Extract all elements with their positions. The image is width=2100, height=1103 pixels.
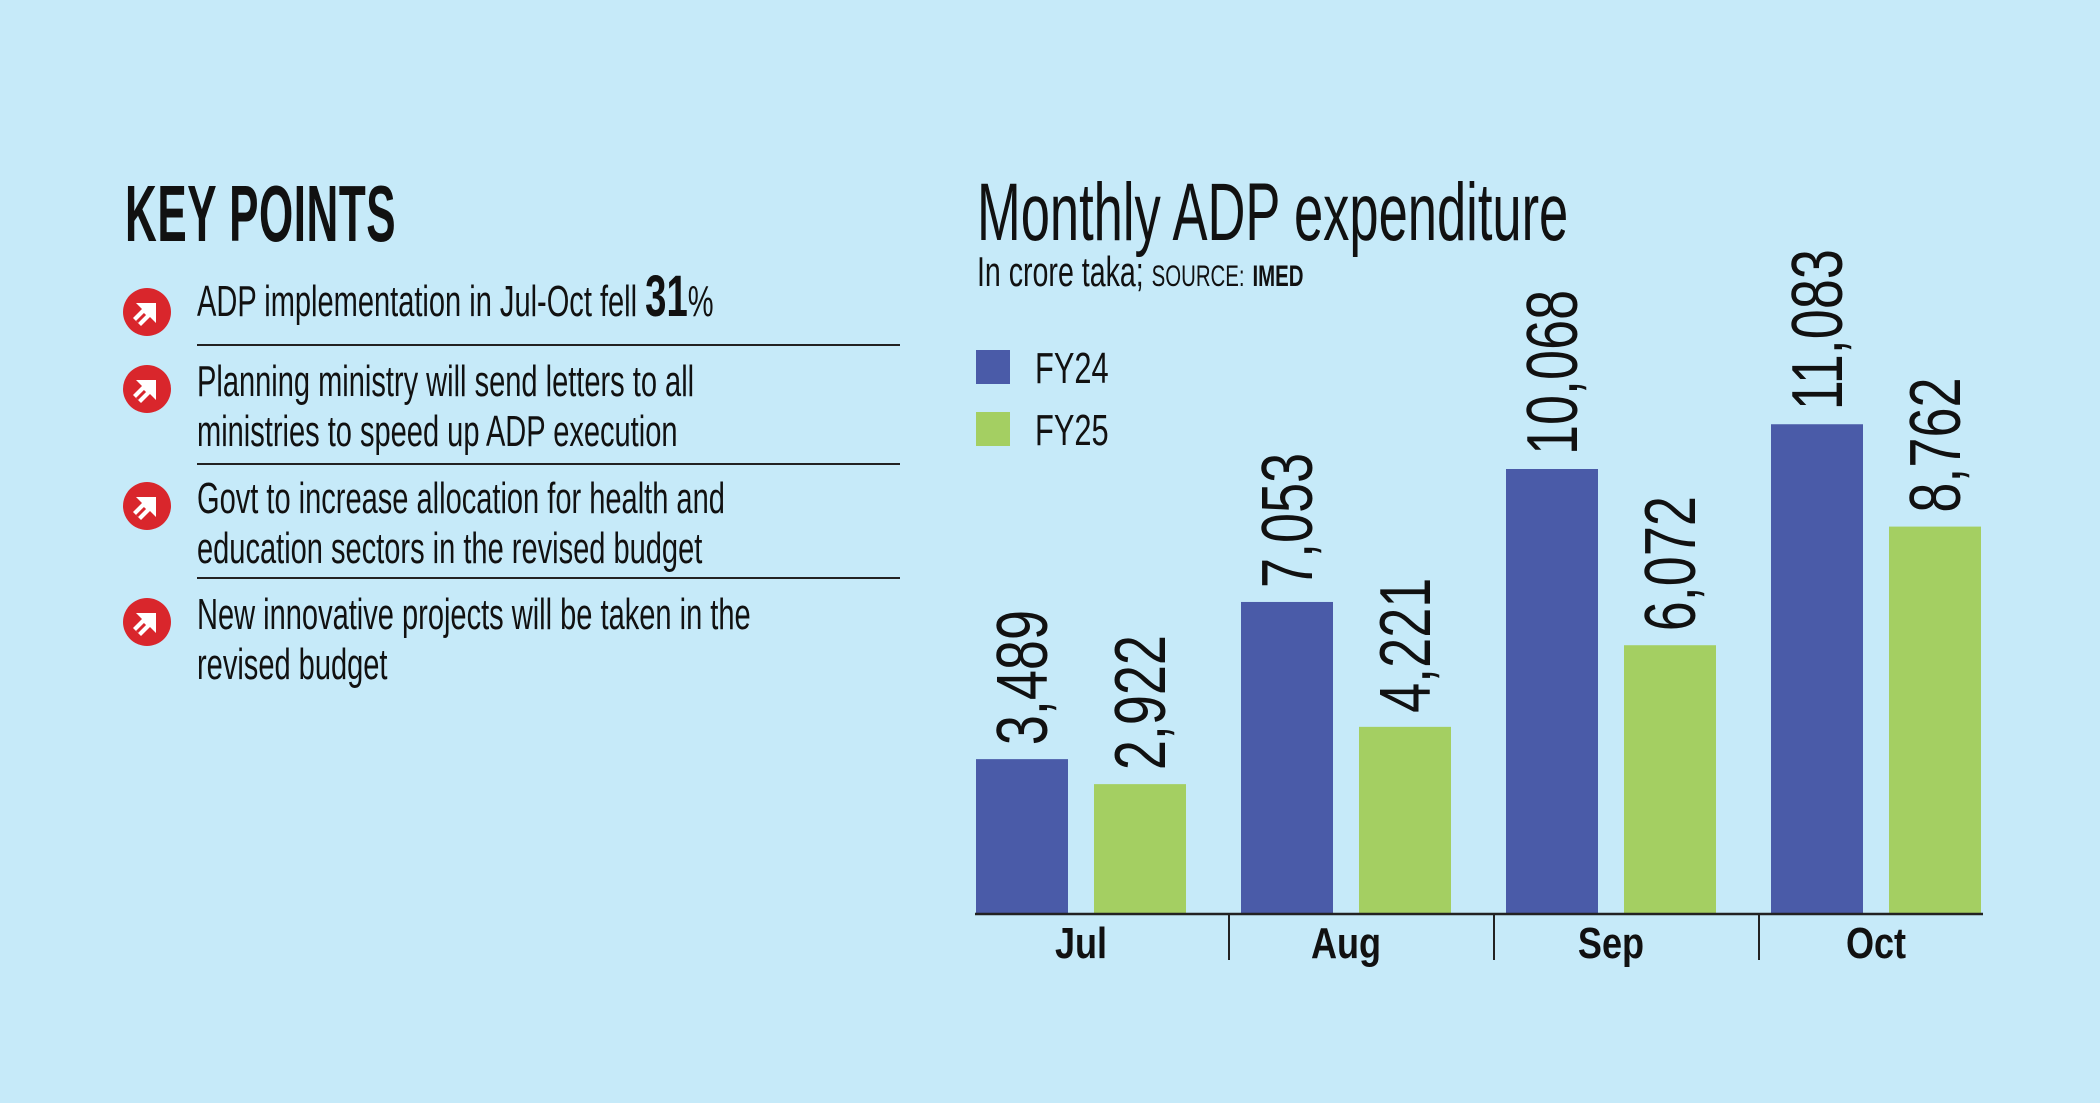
legend-label-fy24: FY24	[1035, 344, 1109, 393]
key-point-line: ministries to speed up ADP execution	[197, 407, 678, 456]
value-label: 8,762	[1896, 377, 1976, 512]
highlight-suffix: %	[687, 277, 714, 326]
chart-title: Monthly ADP expenditure	[977, 167, 1569, 258]
divider	[197, 577, 900, 579]
highlight-value: 31	[645, 264, 688, 329]
key-point-line: Planning ministry will send letters to a…	[197, 357, 695, 406]
source-label: SOURCE:	[1151, 260, 1245, 293]
x-tick-label: Oct	[1846, 919, 1906, 968]
x-tick-label: Aug	[1311, 919, 1381, 968]
bar-fy25-sep	[1624, 645, 1716, 913]
value-label: 6,072	[1631, 496, 1711, 631]
key-point-text: New innovative projects will be taken in…	[197, 590, 751, 690]
key-point-text: ADP implementation in Jul-Oct fell 31%	[197, 268, 714, 327]
legend-swatch-fy24	[976, 350, 1010, 384]
red-circle-arrow-icon	[123, 598, 171, 646]
value-label: 7,053	[1248, 453, 1328, 588]
key-point-text: Govt to increase allocation for health a…	[197, 474, 725, 574]
value-label: 10,068	[1513, 290, 1593, 455]
divider	[197, 463, 900, 465]
key-point-line: education sectors in the revised budget	[197, 524, 703, 573]
divider	[197, 344, 900, 346]
bar-fy24-jul	[976, 759, 1068, 913]
value-label: 2,922	[1101, 635, 1181, 770]
legend-label-fy25: FY25	[1035, 406, 1109, 455]
bar-fy24-sep	[1506, 469, 1598, 913]
key-point-line: ADP implementation in Jul-Oct fell	[197, 277, 638, 326]
chart-unit: In crore taka;	[977, 248, 1144, 295]
key-point-line: revised budget	[197, 640, 388, 689]
bar-fy25-jul	[1094, 784, 1186, 913]
source-value: IMED	[1252, 260, 1304, 293]
red-circle-arrow-icon	[123, 365, 171, 413]
legend-swatch-fy25	[976, 412, 1010, 446]
value-label: 11,083	[1778, 249, 1858, 410]
value-label: 4,221	[1366, 578, 1446, 713]
chart-subtitle: In crore taka; SOURCE: IMED	[977, 248, 1303, 296]
key-point-line: New innovative projects will be taken in…	[197, 590, 751, 639]
key-points-title: KEY POINTS	[125, 169, 397, 258]
bar-fy25-aug	[1359, 726, 1451, 913]
x-tick-label: Sep	[1578, 919, 1644, 968]
key-point-line: Govt to increase allocation for health a…	[197, 474, 725, 523]
bar-fy24-aug	[1241, 601, 1333, 913]
x-tick-label: Jul	[1055, 919, 1107, 968]
red-circle-arrow-icon	[123, 482, 171, 530]
red-circle-arrow-icon	[123, 288, 171, 336]
bar-fy24-oct	[1771, 424, 1863, 913]
value-label: 3,489	[983, 610, 1063, 745]
key-point-line: ADP implementation in Jul-Oct fell 31%	[197, 268, 714, 327]
bar-fy25-oct	[1889, 526, 1981, 913]
key-point-text: Planning ministry will send letters to a…	[197, 357, 694, 457]
